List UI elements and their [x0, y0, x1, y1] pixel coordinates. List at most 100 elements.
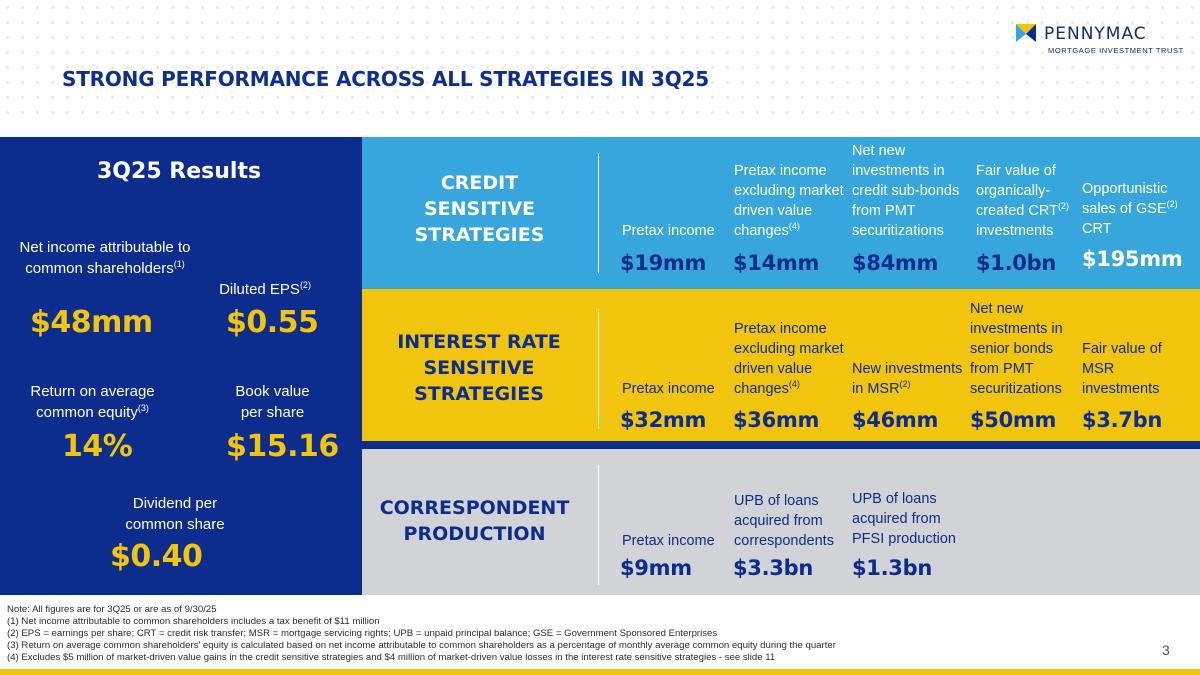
interest-metric2-label-line3: driven value [734, 361, 813, 377]
correspondent-metric2-label-line3: correspondents [734, 533, 834, 549]
credit-metric5-label-line1: Opportunistic [1082, 181, 1168, 197]
correspondent-metric1-label: Pretax income [622, 533, 715, 549]
roe-label: Return on average common equity(3) [10, 381, 175, 423]
correspondent-metric1-value: $9mm [620, 556, 692, 580]
correspondent-metric3-label-line1: UPB of loans [852, 491, 937, 507]
correspondent-band-title: CORRESPONDENT PRODUCTION [362, 495, 587, 547]
footnote-line: Note: All figures are for 3Q25 or are as… [7, 604, 217, 615]
credit-title-line1: CREDIT [440, 172, 519, 194]
dividend-label: Dividend per common share [75, 493, 275, 535]
dividend-value: $0.40 [110, 539, 203, 574]
credit-metric3-label-line1: Net new [852, 143, 906, 159]
interest-metric4-label-line5: securitizations [970, 381, 1062, 397]
dividend-label-line2: common share [125, 516, 225, 533]
logo-name: PENNYMAC [1044, 24, 1147, 44]
credit-metric3-label-line5: securitizations [852, 223, 944, 239]
interest-metric3-label-line1: New investments [852, 361, 963, 377]
pennymac-logo-mark-icon [1016, 24, 1036, 42]
interest-metric5-label-line3: investments [1082, 381, 1160, 397]
book-value-value: $15.16 [226, 429, 339, 464]
credit-metric5-label-line2: sales of GSE [1082, 201, 1167, 217]
credit-metric5-value: $195mm [1082, 247, 1183, 271]
credit-metric3-label-line2: investments in [852, 163, 945, 179]
footnote-line: (4) Excludes $5 million of market-driven… [7, 652, 776, 663]
interest-metric4-value: $50mm [970, 408, 1057, 432]
interest-rate-sensitive-band: INTEREST RATE SENSITIVE STRATEGIES Preta… [362, 289, 1200, 441]
credit-metric4-label: Fair value of organically- created CRT(2… [976, 161, 1069, 241]
net-income-label-text: Net income attributable to common shareh… [19, 239, 191, 277]
correspondent-title-line2: PRODUCTION [403, 523, 546, 545]
credit-title-line3: STRATEGIES [414, 224, 545, 246]
interest-metric3-footnote: (2) [899, 379, 911, 390]
credit-metric2-value: $14mm [733, 251, 820, 275]
credit-metric2-label-line3: driven value [734, 203, 813, 219]
band-divider [362, 441, 1200, 449]
footnote-line: (3) Return on average common shareholder… [7, 640, 836, 651]
credit-metric5-label: Opportunistic sales of GSE(2) CRT [1082, 179, 1178, 239]
dividend-label-line1: Dividend per [132, 495, 218, 512]
interest-metric3-value: $46mm [852, 408, 939, 432]
correspondent-title-line1: CORRESPONDENT [379, 497, 570, 519]
credit-metric1-label: Pretax income [622, 223, 715, 239]
credit-metric5-label-line3: CRT [1082, 221, 1112, 237]
credit-metric2-label-line1: Pretax income [734, 163, 827, 179]
interest-title-line3: STRATEGIES [414, 383, 544, 405]
correspondent-metric2-label-line1: UPB of loans [734, 493, 819, 509]
correspondent-metric3-label-line2: acquired from [852, 511, 941, 527]
results-panel: 3Q25 Results Net income attributable to … [0, 137, 362, 595]
interest-metric2-value: $36mm [733, 408, 820, 432]
correspondent-metric3-label-line3: PFSI production [852, 531, 956, 547]
net-income-label: Net income attributable to common shareh… [10, 237, 200, 279]
page-title: STRONG PERFORMANCE ACROSS ALL STRATEGIES… [62, 67, 709, 91]
credit-metric3-label-line4: from PMT [852, 203, 916, 219]
interest-metric4-label-line3: senior bonds [970, 341, 1054, 357]
eps-label-text: Diluted EPS [219, 281, 300, 298]
interest-metric5-label: Fair value of MSR investments [1082, 339, 1162, 399]
interest-metric4-label-line2: investments in [970, 321, 1063, 337]
net-income-value: $48mm [30, 305, 153, 340]
footnote-line: (1) Net income attributable to common sh… [7, 616, 380, 627]
roe-label-line1: Return on average [30, 383, 155, 400]
interest-metric3-label: New investments in MSR(2) [852, 359, 962, 399]
eps-footnote: (2) [299, 280, 311, 290]
credit-sensitive-band: CREDIT SENSITIVE STRATEGIES Pretax incom… [362, 137, 1200, 289]
credit-metric2-label: Pretax income excluding market driven va… [734, 161, 844, 241]
credit-divider-line [598, 153, 599, 273]
credit-metric5-footnote: (2) [1166, 199, 1178, 210]
credit-metric4-label-line2: organically- [976, 183, 1051, 199]
interest-metric2-footnote: (4) [788, 379, 800, 390]
credit-band-title: CREDIT SENSITIVE STRATEGIES [402, 170, 557, 248]
bottom-accent-bar [0, 669, 1200, 675]
correspondent-divider-line [598, 465, 599, 585]
pennymac-logo: PENNYMAC MORTGAGE INVESTMENT TRUST [1016, 24, 1186, 64]
correspondent-metric3-value: $1.3bn [852, 556, 932, 580]
book-value-label-line2: per share [240, 404, 305, 421]
correspondent-metric2-label-line2: acquired from [734, 513, 823, 529]
roe-label-line2: common equity [36, 404, 138, 421]
credit-metric3-label-line3: credit sub-bonds [852, 183, 960, 199]
eps-value: $0.55 [226, 305, 319, 340]
credit-metric1-value: $19mm [620, 251, 707, 275]
interest-metric4-label-line1: Net new [970, 301, 1024, 317]
credit-metric4-label-line4: investments [976, 223, 1054, 239]
results-heading: 3Q25 Results [97, 159, 262, 184]
net-income-footnote: (1) [173, 259, 185, 269]
credit-metric4-footnote: (2) [1057, 201, 1069, 212]
roe-value: 14% [62, 429, 133, 464]
interest-metric4-label: Net new investments in senior bonds from… [970, 299, 1063, 399]
interest-title-line2: SENSITIVE [423, 357, 535, 379]
correspondent-production-band: CORRESPONDENT PRODUCTION Pretax income $… [362, 449, 1200, 595]
book-value-label-line1: Book value [235, 383, 310, 400]
interest-divider-line [598, 309, 599, 429]
interest-metric1-label: Pretax income [622, 381, 715, 397]
footnote-line: (2) EPS = earnings per share; CRT = cred… [7, 628, 718, 639]
interest-metric2-label: Pretax income excluding market driven va… [734, 319, 844, 399]
credit-metric4-label-line1: Fair value of [976, 163, 1056, 179]
credit-metric3-value: $84mm [852, 251, 939, 275]
interest-metric5-label-line2: MSR [1082, 361, 1115, 377]
roe-footnote: (3) [137, 403, 149, 413]
credit-metric3-label: Net new investments in credit sub-bonds … [852, 141, 959, 241]
credit-metric2-footnote: (4) [788, 221, 800, 232]
interest-metric4-label-line4: from PMT [970, 361, 1034, 377]
interest-title-line1: INTEREST RATE [397, 331, 561, 353]
